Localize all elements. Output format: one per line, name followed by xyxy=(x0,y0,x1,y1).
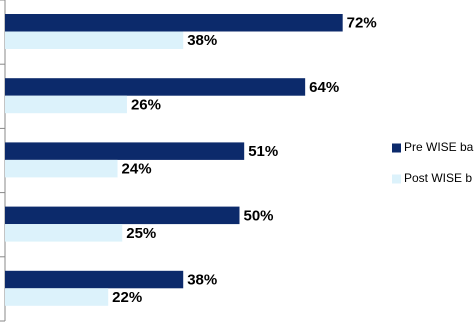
legend-label: Post WISE b xyxy=(404,171,472,185)
bar xyxy=(5,206,240,225)
bar xyxy=(5,95,127,114)
bar xyxy=(5,270,184,289)
value-label: 50% xyxy=(244,207,274,224)
value-label: 72% xyxy=(347,15,377,32)
bar xyxy=(5,288,109,306)
bar xyxy=(5,78,306,96)
legend-label: Pre WISE ba xyxy=(404,140,474,154)
value-label: 51% xyxy=(248,143,278,160)
bar xyxy=(5,142,245,160)
value-label: 25% xyxy=(126,225,156,242)
bar xyxy=(5,31,184,49)
legend-swatch xyxy=(392,174,401,184)
legend-swatch xyxy=(392,143,401,153)
value-label: 26% xyxy=(131,96,161,113)
value-label: 38% xyxy=(187,32,217,49)
bar xyxy=(5,159,118,178)
value-label: 38% xyxy=(187,272,217,289)
value-label: 24% xyxy=(122,161,152,178)
bar xyxy=(5,14,343,32)
value-label: 22% xyxy=(112,289,142,306)
bar xyxy=(5,224,123,242)
value-label: 64% xyxy=(309,79,339,96)
